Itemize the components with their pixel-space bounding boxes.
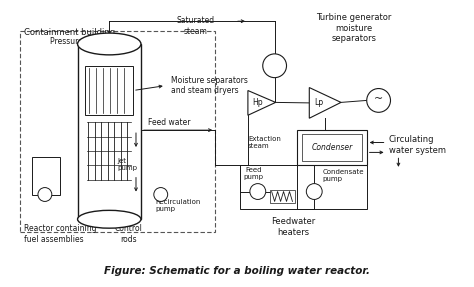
Bar [297, 130, 367, 165]
Text: Containment building: Containment building [24, 28, 115, 37]
Circle shape [367, 88, 391, 112]
Text: ~: ~ [374, 94, 383, 104]
Circle shape [250, 184, 266, 199]
Polygon shape [248, 90, 275, 115]
Text: Reactor containing
fuel assemblies: Reactor containing fuel assemblies [24, 224, 97, 244]
Bar [240, 165, 367, 209]
Text: Pressure vessel: Pressure vessel [50, 37, 109, 46]
Circle shape [38, 188, 52, 201]
Ellipse shape [78, 210, 141, 228]
Text: Feed water: Feed water [148, 118, 191, 127]
Text: Hp: Hp [253, 98, 263, 107]
Bar [270, 189, 295, 203]
Bar [20, 31, 215, 232]
Text: Feedwater
heaters: Feedwater heaters [271, 217, 316, 237]
Text: Feed
pump: Feed pump [244, 167, 264, 180]
Text: Figure: Schematic for a boiling water reactor.: Figure: Schematic for a boiling water re… [104, 266, 370, 276]
Text: Turbine generator
moisture
separators: Turbine generator moisture separators [316, 13, 392, 43]
Bar [302, 134, 362, 161]
Circle shape [306, 184, 322, 199]
Polygon shape [310, 88, 341, 118]
Text: Control
rods: Control rods [115, 224, 143, 244]
Bar [32, 157, 60, 195]
Text: Jet
pump: Jet pump [117, 158, 137, 171]
Bar [85, 66, 133, 115]
Text: Extaction
steam: Extaction steam [248, 135, 281, 148]
Circle shape [263, 54, 286, 78]
Text: Condenser: Condenser [311, 143, 353, 152]
Bar [78, 44, 141, 219]
Text: Saturated
steam: Saturated steam [176, 16, 214, 36]
Text: Lp: Lp [315, 98, 324, 107]
Text: Moisture separators
and steam dryers: Moisture separators and steam dryers [171, 76, 247, 95]
Text: Recirculation
pump: Recirculation pump [156, 199, 201, 212]
Text: Circulating
water system: Circulating water system [389, 135, 446, 155]
Circle shape [154, 188, 168, 201]
Text: Condensate
pump: Condensate pump [322, 169, 364, 182]
Ellipse shape [78, 33, 141, 55]
